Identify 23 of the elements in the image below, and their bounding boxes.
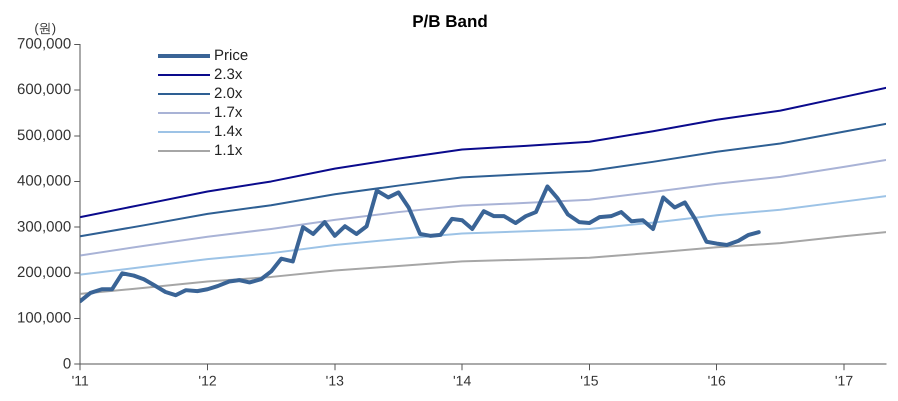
y-tick-label: 600,000 bbox=[16, 81, 72, 98]
y-tick-label: 200,000 bbox=[16, 264, 72, 281]
x-tick-label: '17 bbox=[834, 372, 854, 388]
legend-label: 2.3x bbox=[214, 66, 242, 83]
x-tick-label: '13 bbox=[326, 372, 344, 388]
x-tick-label: '16 bbox=[708, 372, 726, 388]
legend-label: Price bbox=[214, 47, 248, 64]
y-tick-label: 100,000 bbox=[16, 310, 72, 327]
legend-label: 1.7x bbox=[214, 104, 242, 121]
y-tick-label: 300,000 bbox=[16, 218, 72, 236]
y-tick-label: 700,000 bbox=[16, 36, 72, 53]
y-axis-title: (원) bbox=[34, 20, 56, 36]
chart-title: P/B Band bbox=[412, 12, 488, 31]
y-tick-label: 0 bbox=[62, 355, 72, 372]
x-tick-label: '15 bbox=[580, 372, 599, 388]
x-tick-label: '14 bbox=[452, 372, 472, 388]
legend-label: 1.4x bbox=[214, 123, 242, 140]
legend-label: 1.1x bbox=[214, 142, 242, 159]
y-tick-label: 400,000 bbox=[16, 172, 72, 190]
x-tick-label: '11 bbox=[72, 372, 90, 388]
x-tick-label: '12 bbox=[198, 372, 217, 388]
legend-label: 2.0x bbox=[214, 85, 242, 102]
y-tick-label: 500,000 bbox=[16, 126, 72, 144]
